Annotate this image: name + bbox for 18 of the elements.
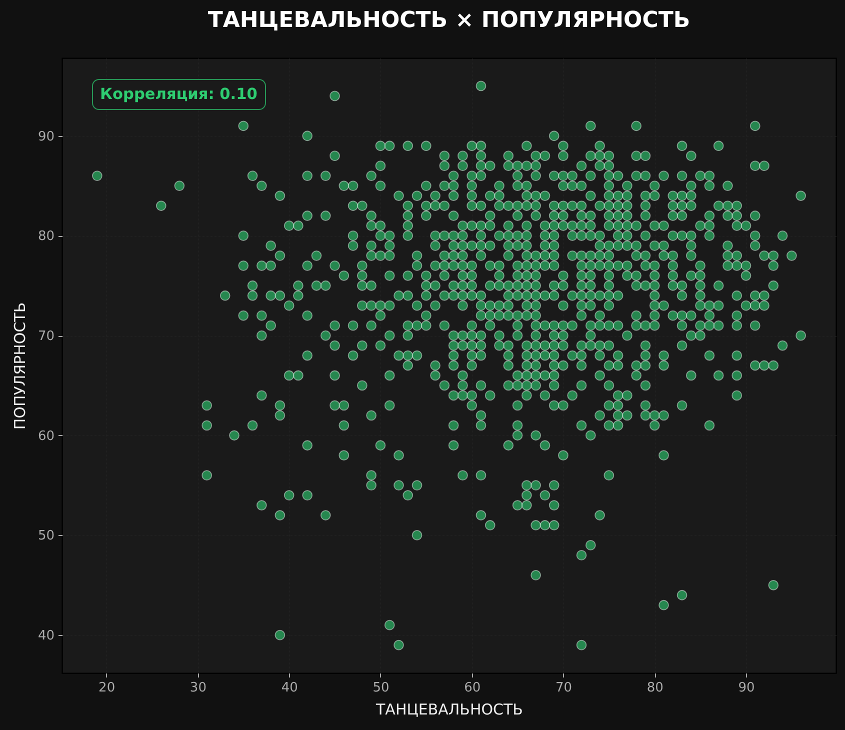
x-tick-label: 30 xyxy=(190,680,206,696)
y-tick-label: 50 xyxy=(38,528,54,544)
x-tick-label: 80 xyxy=(646,680,664,696)
y-tick-label: 80 xyxy=(38,229,54,244)
y-axis-title: ПОПУЛЯРНОСТЬ xyxy=(10,302,29,430)
x-tick-label: 50 xyxy=(372,680,390,696)
x-tick-label: 60 xyxy=(464,680,481,696)
y-tick-label: 40 xyxy=(38,628,54,644)
y-tick-label: 90 xyxy=(38,129,54,144)
x-tick-label: 40 xyxy=(281,680,298,696)
x-tick-label: 70 xyxy=(555,680,572,696)
chart-title: ТАНЦЕВАЛЬНОСТЬ × ПОПУЛЯРНОСТЬ xyxy=(208,8,690,33)
y-tick-label: 70 xyxy=(38,329,54,344)
y-tick-label: 60 xyxy=(38,428,54,444)
x-tick-label: 20 xyxy=(98,680,116,696)
x-axis-title: ТАНЦЕВАЛЬНОСТЬ xyxy=(375,700,523,718)
annotation: Корреляция: 0.10 xyxy=(92,79,266,110)
x-tick-label: 90 xyxy=(738,680,755,696)
